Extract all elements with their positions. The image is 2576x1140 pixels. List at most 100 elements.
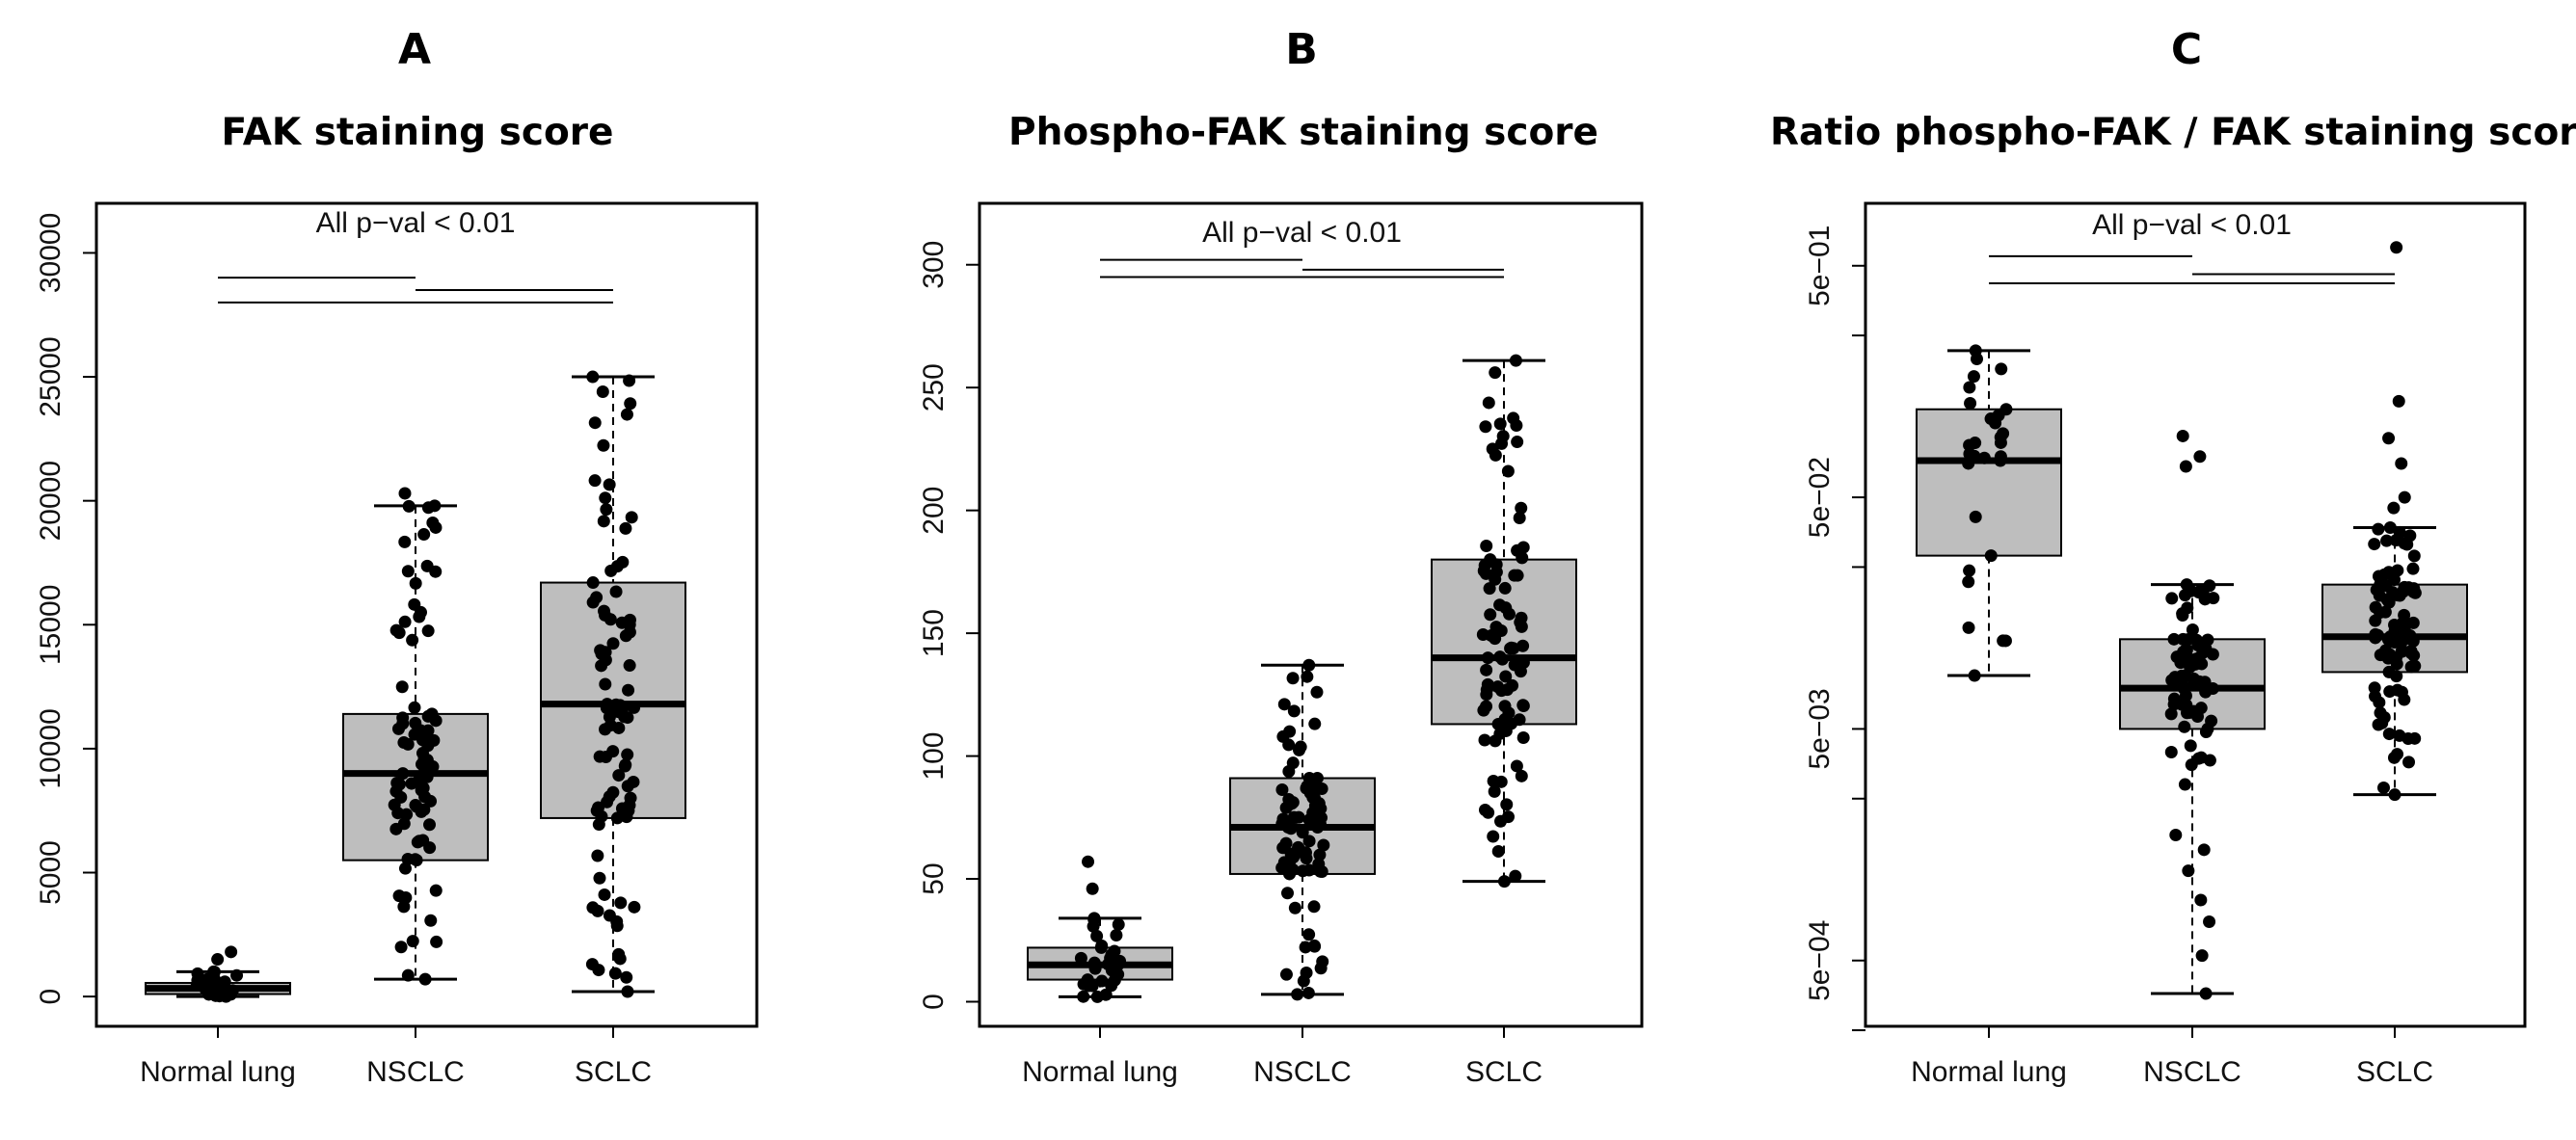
data-point [2194,893,2208,907]
y-tick-label: 50 [918,862,950,894]
data-point [2167,632,2181,646]
data-point [1316,955,1329,968]
data-point [1286,756,1300,770]
data-point [2181,601,2194,615]
data-point [603,478,616,491]
data-point [401,565,415,578]
data-point [2203,915,2216,929]
data-point [1516,541,1530,554]
data-point [1300,782,1313,795]
y-tick-label: 20000 [35,461,67,541]
data-point [1110,929,1123,942]
data-point [401,968,415,982]
box-group [145,945,291,1003]
data-point [396,767,410,781]
data-point [1963,381,1976,394]
data-point [2381,633,2395,647]
data-point [1481,651,1494,665]
data-point [2391,589,2404,602]
data-point [1286,672,1300,685]
box-group [1027,855,1173,1003]
data-point [2369,600,2382,614]
data-point [1296,864,1309,878]
box-group [342,487,489,986]
data-point [1478,733,1491,747]
data-point [1481,677,1494,691]
panel-c-letter: C [2171,25,2202,74]
data-point [1484,608,1497,622]
data-point [391,722,405,735]
data-point [409,716,422,729]
data-point [1501,464,1515,478]
box-group [2321,241,2468,802]
data-point [424,794,438,808]
plot-frame [94,201,759,1028]
data-point [2187,704,2201,718]
data-point [1487,775,1500,788]
box-group [2119,429,2266,1000]
data-point [1967,370,1980,384]
data-point [1114,954,1127,968]
data-point [416,733,429,747]
data-point [1279,968,1293,981]
data-point [1082,979,1095,993]
data-point [1281,887,1295,900]
y-tick-label: 200 [918,487,950,535]
data-point [2378,605,2392,619]
data-point [2404,647,2418,660]
data-point [2203,754,2216,767]
data-point [429,714,443,728]
data-point [1997,427,2010,440]
data-point [396,711,410,725]
data-point [418,972,432,986]
data-point [1977,451,1991,464]
data-point [1307,791,1321,805]
data-point [1516,730,1530,744]
data-point [1277,698,1291,711]
data-point [1489,572,1502,586]
data-point [1496,430,1510,443]
data-point [618,710,631,724]
data-point [2368,538,2381,551]
data-point [2199,987,2213,1000]
data-point [612,947,626,961]
data-point [1105,979,1118,993]
data-point [1275,861,1289,874]
data-point [1099,988,1113,1001]
panel-a: A FAK staining score 0 5000 10000 15000 2000… [35,25,759,1088]
data-point [1301,670,1314,683]
data-point [394,941,408,954]
data-point [2167,692,2181,705]
data-point [625,511,638,524]
significance-annotation: All p−val < 0.01 [2092,209,2292,241]
data-point [2404,660,2418,674]
data-point [1483,582,1496,596]
outlier-point [2179,460,2192,473]
data-point [612,769,626,782]
y-tick-label: 250 [918,363,950,411]
data-point [1296,826,1309,839]
data-point [2403,529,2417,543]
data-point [1095,974,1109,988]
data-point [596,385,609,399]
data-point [1288,901,1301,915]
data-point [621,985,634,998]
data-point [620,970,633,984]
data-point [597,515,610,528]
data-point [2382,596,2396,609]
outlier-point [2398,490,2411,504]
y-tick-label: 15000 [35,585,67,665]
data-point [2199,726,2213,739]
data-point [424,914,438,927]
data-point [2192,586,2206,599]
data-point [1299,941,1312,954]
data-point [1302,658,1316,672]
data-point [585,958,599,971]
y-tick-label: 5000 [35,840,67,905]
data-point [597,438,610,452]
data-point [1963,438,1976,452]
data-point [2398,633,2411,647]
data-point [623,659,636,673]
box-group [1229,658,1376,1001]
